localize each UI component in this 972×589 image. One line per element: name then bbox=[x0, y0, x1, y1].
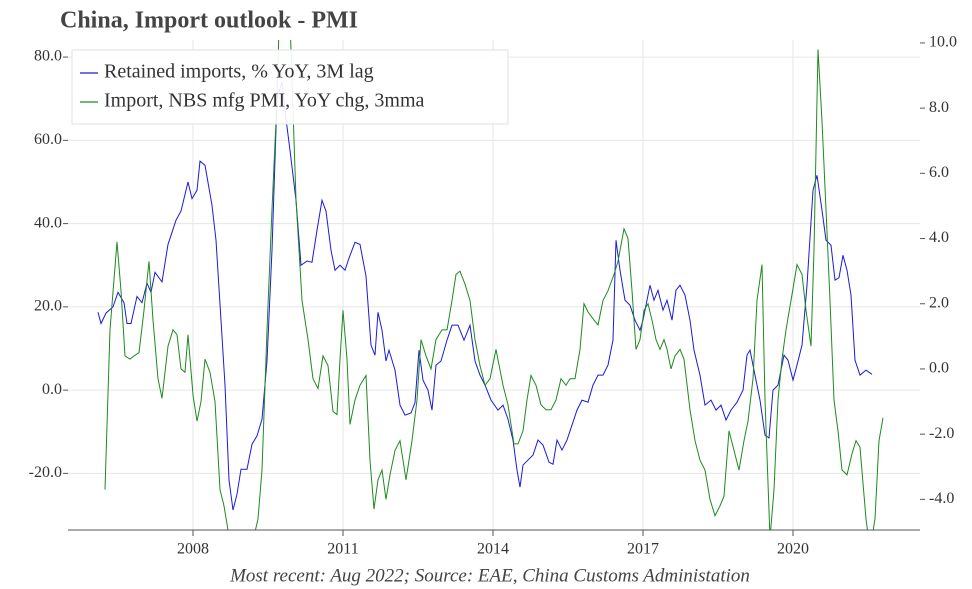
x-tick-label: 2011 bbox=[327, 541, 358, 558]
y2-tick-label: -4.0 bbox=[929, 490, 954, 507]
x-tick-label: 2020 bbox=[777, 541, 809, 558]
x-tick-label: 2014 bbox=[477, 541, 509, 558]
y-tick-label: 80.0 bbox=[34, 48, 62, 65]
y2-tick-label: -2.0 bbox=[929, 425, 954, 442]
y-tick-label: -20.0 bbox=[29, 464, 62, 481]
axes: -20.0 0.0 20.0 40.0 60.0 80.0 -4.0 -2.0 0.0 2.0 4.… bbox=[29, 34, 957, 558]
y2-tick-label: 10.0 bbox=[929, 34, 957, 51]
y2-tick-label: 8.0 bbox=[929, 99, 949, 116]
chart-title: China, Import outlook - PMI bbox=[60, 8, 358, 34]
series-line bbox=[97, 81, 873, 511]
legend-label: Retained imports, % YoY, 3M lag bbox=[104, 61, 374, 83]
plot-area bbox=[97, 40, 884, 530]
legend: Retained imports, % YoY, 3M lag Import, N… bbox=[71, 49, 509, 125]
x-tick-label: 2017 bbox=[627, 541, 659, 558]
series-line bbox=[104, 40, 884, 530]
y2-tick-label: 6.0 bbox=[929, 164, 949, 181]
y-tick-label: 40.0 bbox=[34, 214, 62, 231]
legend-box bbox=[71, 49, 509, 125]
y2-tick-label: 0.0 bbox=[929, 360, 949, 377]
footnote: Most recent: Aug 2022; Source: EAE, Chin… bbox=[229, 565, 750, 586]
y-tick-label: 0.0 bbox=[42, 381, 62, 398]
legend-label: Import, NBS mfg PMI, YoY chg, 3mma bbox=[104, 90, 425, 112]
y-tick-label: 20.0 bbox=[34, 298, 62, 315]
x-tick-label: 2008 bbox=[177, 541, 209, 558]
y2-tick-label: 2.0 bbox=[929, 294, 949, 311]
y-tick-label: 60.0 bbox=[34, 131, 62, 148]
y2-tick-label: 4.0 bbox=[929, 229, 949, 246]
